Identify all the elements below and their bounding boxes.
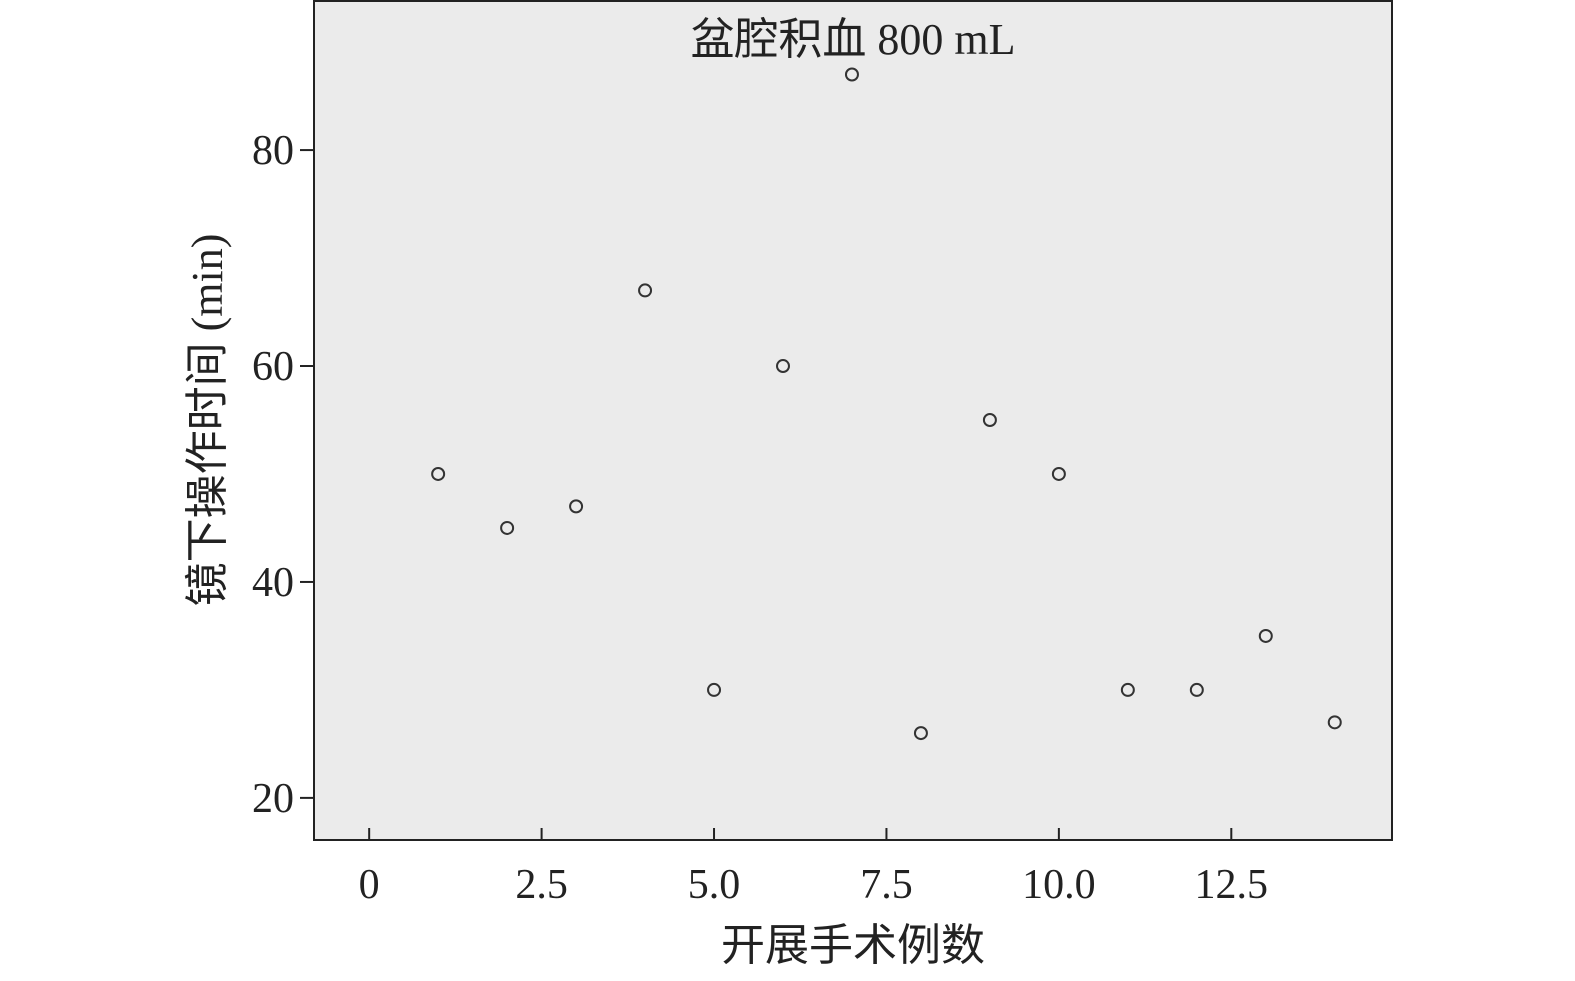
y-axis: 20 40 60 80 (252, 128, 314, 822)
x-tick-label: 12.5 (1195, 862, 1269, 908)
data-point (1120, 682, 1135, 697)
y-axis-label: 镜下操作时间 (min) (183, 234, 232, 607)
data-point (844, 67, 859, 82)
data-point (569, 499, 584, 514)
x-tick-label: 0 (359, 862, 380, 908)
data-point (500, 520, 515, 535)
data-point (638, 283, 653, 298)
data-point (431, 466, 446, 481)
data-point (913, 726, 928, 741)
x-tick-label: 10.0 (1022, 862, 1096, 908)
data-point (1327, 715, 1342, 730)
data-point (1258, 628, 1273, 643)
x-axis-label: 开展手术例数 (721, 921, 985, 970)
x-axis: 0 2.5 5.0 7.5 10.0 12.5 (359, 828, 1268, 908)
y-tick-label: 80 (252, 128, 294, 174)
y-tick-label: 20 (252, 776, 294, 822)
data-point (982, 413, 997, 427)
data-point (1051, 466, 1066, 481)
y-tick-label: 40 (252, 560, 294, 606)
data-point (1189, 682, 1204, 697)
y-tick-label: 60 (252, 344, 294, 390)
x-tick-label: 5.0 (688, 862, 741, 908)
plot-panel (313, 0, 1393, 841)
x-tick-label: 7.5 (860, 862, 913, 908)
data-points (431, 67, 1342, 741)
data-point (775, 359, 790, 374)
x-tick-label: 2.5 (515, 862, 568, 908)
chart-title: 盆腔积血 800 mL (690, 15, 1015, 64)
data-point (707, 682, 722, 697)
